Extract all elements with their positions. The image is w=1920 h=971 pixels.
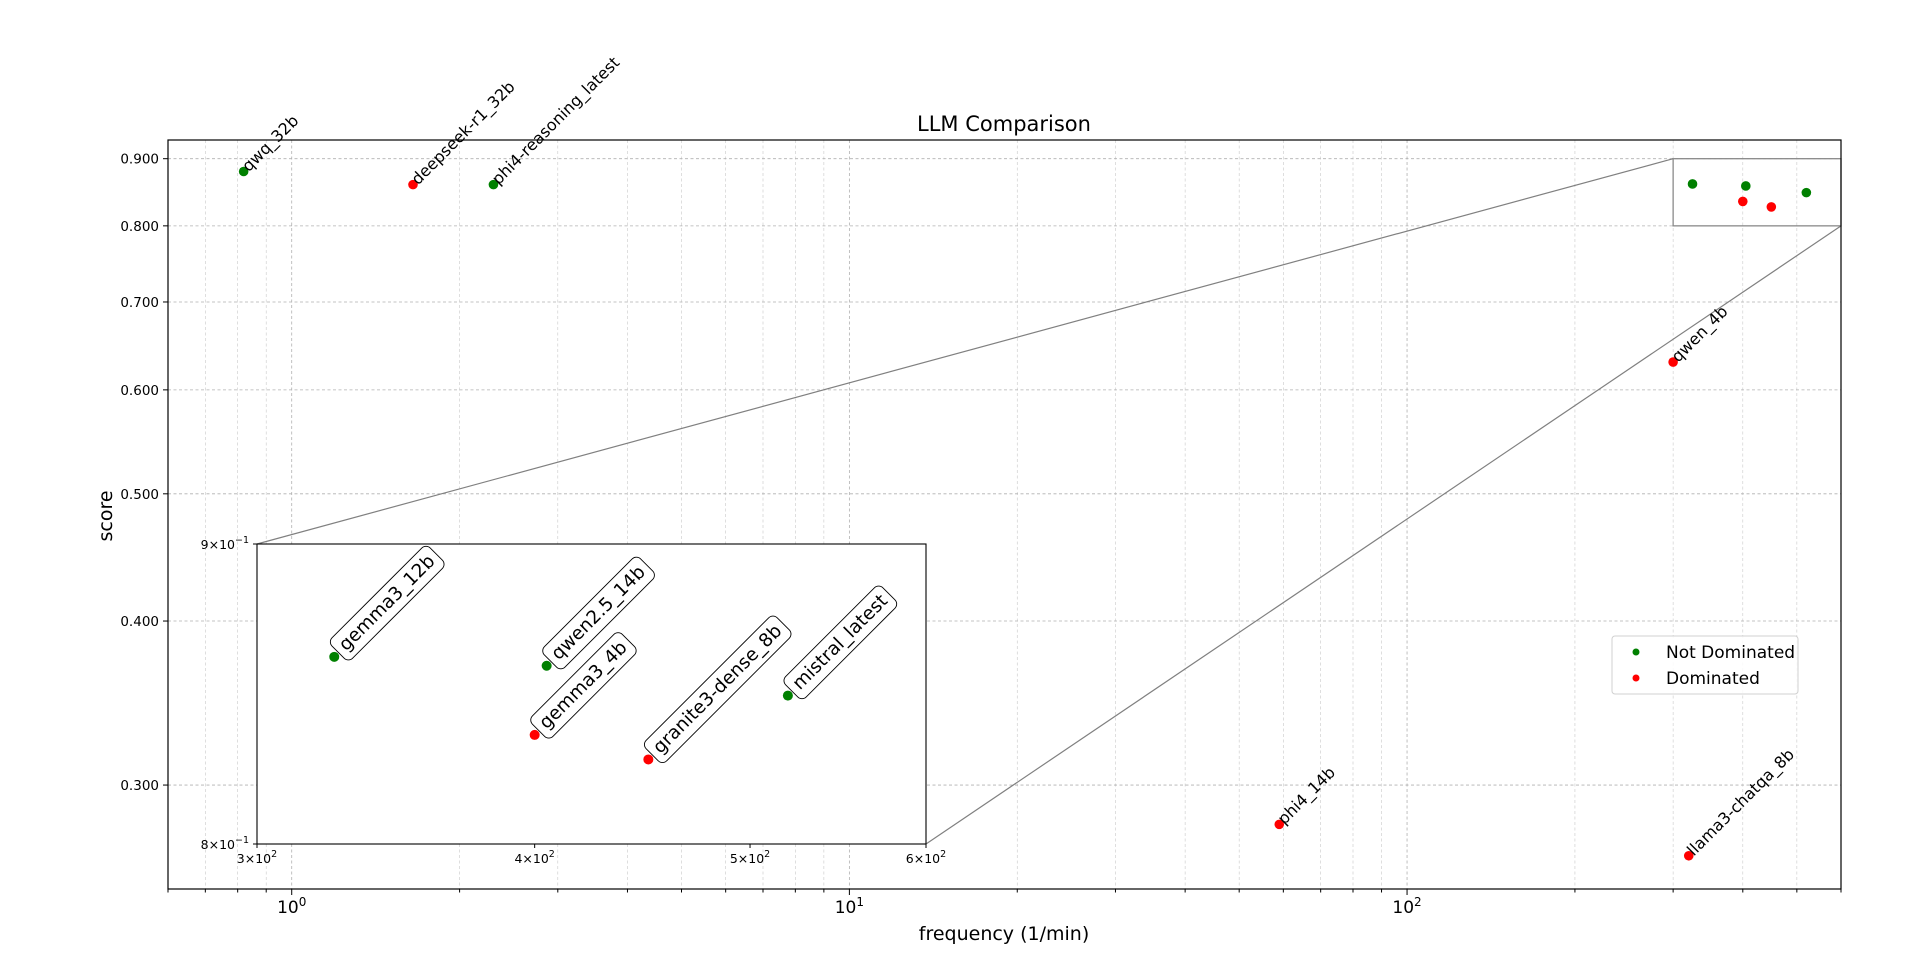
x-tick-label: 100	[277, 895, 306, 918]
y-tick-label: 0.700	[120, 295, 159, 311]
point-phi4-14b	[1274, 819, 1285, 830]
point-llama3-chatqa-8b	[1683, 850, 1694, 861]
point-gemma3-4b	[1737, 196, 1748, 207]
plot-frame	[167, 139, 1842, 890]
inset-label-box	[643, 615, 792, 764]
legend-marker-dominated	[1632, 674, 1640, 682]
y-tick-label: 0.600	[120, 383, 159, 399]
inset-y-tick-label: 8×10−1	[201, 835, 249, 852]
inset-point-gemma3-12b	[329, 651, 340, 662]
point-gemma3-12b	[1687, 179, 1698, 189]
point-qwq-32b	[238, 166, 249, 177]
x-tick-label: 101	[835, 895, 864, 918]
zoom-region-box	[1672, 158, 1842, 227]
zoom-connector-line	[925, 225, 1842, 845]
inset-x-tick-label: 3×102	[237, 849, 277, 866]
inset-x-tick-label: 4×102	[514, 849, 554, 866]
point-qwen2-5-14b	[1741, 181, 1751, 191]
label-qwen-4b: qwen_4b	[1668, 302, 1733, 367]
label-qwq-32b: qwq_32b	[238, 111, 303, 176]
x-axis-label: frequency (1/min)	[919, 923, 1089, 945]
y-axis-label: score	[95, 490, 117, 541]
chart-title: LLM Comparison	[917, 112, 1091, 136]
inset-x-tick-label: 5×102	[730, 849, 770, 866]
inset-x-tick-label: 6×102	[906, 849, 946, 866]
label-phi4-reasoning-latest: phi4-reasoning_latest	[488, 53, 624, 189]
y-tick-label: 0.900	[120, 152, 159, 168]
inset-y-tick-label: 9×10−1	[201, 535, 249, 552]
legend-label-dominated: Dominated	[1666, 669, 1760, 689]
point-qwen-4b	[1668, 357, 1678, 367]
y-tick-label: 0.500	[120, 487, 159, 503]
y-tick-label: 0.400	[120, 614, 159, 630]
x-tick-label: 102	[1392, 895, 1421, 918]
inset-point-qwen2-5-14b	[541, 660, 552, 671]
legend-marker-not-dominated	[1632, 648, 1640, 656]
inset-point-mistral-latest	[782, 690, 793, 701]
zoom-connector-line	[256, 158, 1674, 545]
point-granite3-dense-8b	[1766, 202, 1777, 212]
inset-label-box	[783, 585, 898, 700]
legend-box	[1611, 635, 1799, 695]
label-llama3-chatqa-8b: llama3-chatqa_8b	[1683, 745, 1799, 861]
inset-point-granite3-dense-8b	[643, 754, 654, 765]
inset-label-box	[542, 556, 655, 670]
point-mistral-latest	[1801, 187, 1812, 198]
point-deepseek-r1-32b	[408, 179, 418, 190]
inset-point-gemma3-4b	[529, 729, 540, 740]
y-tick-label: 0.300	[120, 778, 159, 794]
y-tick-label: 0.800	[120, 219, 159, 235]
inset-label-box	[329, 545, 445, 661]
point-phi4-reasoning-latest	[488, 179, 499, 190]
inset-label-box	[530, 632, 637, 739]
legend-label-not-dominated: Not Dominated	[1666, 643, 1795, 663]
